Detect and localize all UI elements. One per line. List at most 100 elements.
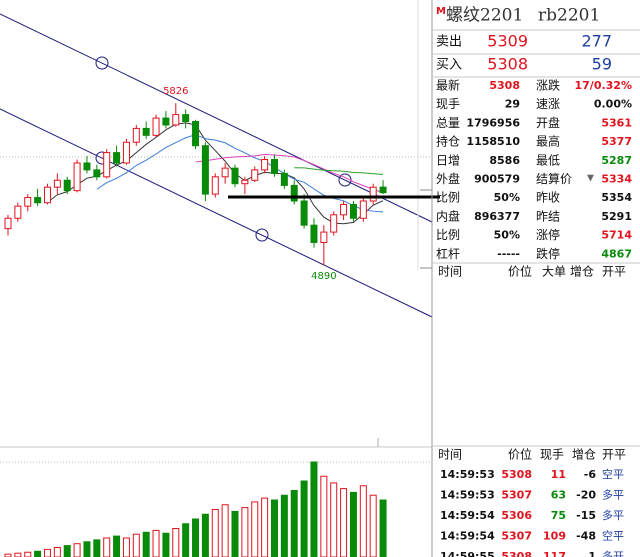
quote-label: 外盘 (436, 171, 460, 186)
tick-type: 多平 (602, 488, 624, 502)
volume-bar (43, 548, 51, 557)
volume-bar (251, 501, 259, 557)
volume-bar (103, 537, 111, 557)
candle-body (192, 121, 200, 147)
candle-body (211, 176, 219, 195)
quote-value: 5354 (601, 191, 632, 204)
quote-label: 跌停 (536, 246, 560, 261)
volume-bar (369, 494, 377, 557)
candle-body (113, 152, 121, 164)
candle-body (34, 197, 42, 204)
candle-body (270, 159, 278, 174)
volume-bar (300, 480, 308, 557)
candle-body (251, 169, 259, 181)
column-header: 大单 (542, 265, 566, 279)
column-header: 时间 (438, 265, 462, 279)
volume-bar (182, 523, 190, 557)
quote-value: 5291 (601, 210, 632, 223)
candle-body (231, 167, 239, 185)
candle-body (182, 114, 190, 123)
tick-price: 5308 (501, 550, 532, 557)
volume-bar (93, 539, 101, 557)
quote-label: 比例 (436, 191, 460, 205)
quote-value: 8586 (489, 154, 520, 167)
volume-bar (152, 529, 160, 557)
candle-body (83, 162, 91, 171)
tick-type: 多平 (602, 508, 624, 522)
quote-label: 内盘 (436, 208, 460, 223)
column-header: 开平 (602, 448, 626, 462)
candle-body (93, 169, 101, 178)
quote-value: 5377 (601, 135, 632, 148)
tick-time: 14:59:53 (440, 489, 495, 502)
candle-body (340, 203, 348, 216)
volume-bar (73, 543, 81, 557)
candle-body (103, 152, 111, 178)
quote-value: ----- (497, 247, 520, 260)
candle-body (24, 197, 32, 207)
volume-bar (192, 518, 200, 557)
candle-body (63, 179, 71, 192)
quote-value: 5361 (601, 116, 632, 129)
order-price: 5308 (487, 55, 528, 74)
candle-body (122, 141, 130, 164)
trend-line (0, 13, 433, 223)
quote-label: 总量 (436, 116, 460, 130)
contract-name: 螺纹2201 (446, 6, 523, 26)
quote-label: 最新 (436, 78, 460, 93)
quote-label: 持仓 (436, 134, 460, 149)
order-volume: 59 (592, 55, 612, 74)
high-label: 5826 (163, 86, 188, 97)
tick-volume: 63 (551, 489, 566, 502)
quote-value: 5714 (601, 229, 632, 242)
badge: M (436, 6, 446, 17)
quote-value: 5287 (601, 154, 632, 167)
candle-body (201, 145, 209, 195)
tick-type: 空平 (602, 467, 624, 481)
order-volume: 277 (581, 32, 612, 51)
candle-body (300, 200, 308, 226)
quote-label: 涨停 (536, 227, 560, 242)
candle-body (53, 179, 61, 188)
candle-body (172, 114, 180, 126)
tick-volume: 109 (543, 530, 566, 543)
volume-bar (201, 513, 209, 557)
order-label: 卖出 (436, 35, 462, 50)
column-header: 时间 (438, 448, 462, 462)
volume-bar (310, 461, 318, 557)
volume-bar (270, 499, 278, 557)
quote-value: 1158510 (466, 135, 520, 148)
candle-body (310, 224, 318, 243)
quote-value: 17/0.32% (575, 79, 633, 92)
volume-bar (4, 553, 12, 557)
dropdown-icon[interactable]: ▼ (587, 174, 594, 184)
tick-price: 5308 (501, 468, 532, 481)
volume-bar (241, 507, 249, 557)
column-header: 开平 (602, 265, 626, 279)
column-header: 现手 (540, 448, 564, 462)
volume-bar (359, 485, 367, 557)
moving-average (195, 153, 384, 194)
volume-bar (162, 532, 170, 557)
quote-value: 50% (494, 229, 520, 242)
tick-type: 空平 (602, 529, 624, 543)
column-header: 增仓 (570, 265, 594, 279)
tick-price: 5307 (501, 489, 532, 502)
candle-body (152, 117, 160, 136)
volume-bar (24, 551, 32, 557)
volume-bar (290, 490, 298, 557)
contract-code: rb2201 (538, 6, 600, 26)
tick-volume: 75 (551, 509, 566, 522)
volume-bar (349, 491, 357, 557)
candle-body (359, 200, 367, 219)
tick-oi-change: -6 (584, 468, 597, 481)
quote-value: 896377 (474, 210, 520, 223)
volume-bar (142, 531, 150, 557)
volume-bar (330, 482, 338, 557)
quote-label: 结算价 (536, 171, 572, 186)
tick-time: 14:59:54 (440, 530, 495, 543)
quote-value: 50% (494, 191, 520, 204)
candle-body (14, 205, 22, 219)
